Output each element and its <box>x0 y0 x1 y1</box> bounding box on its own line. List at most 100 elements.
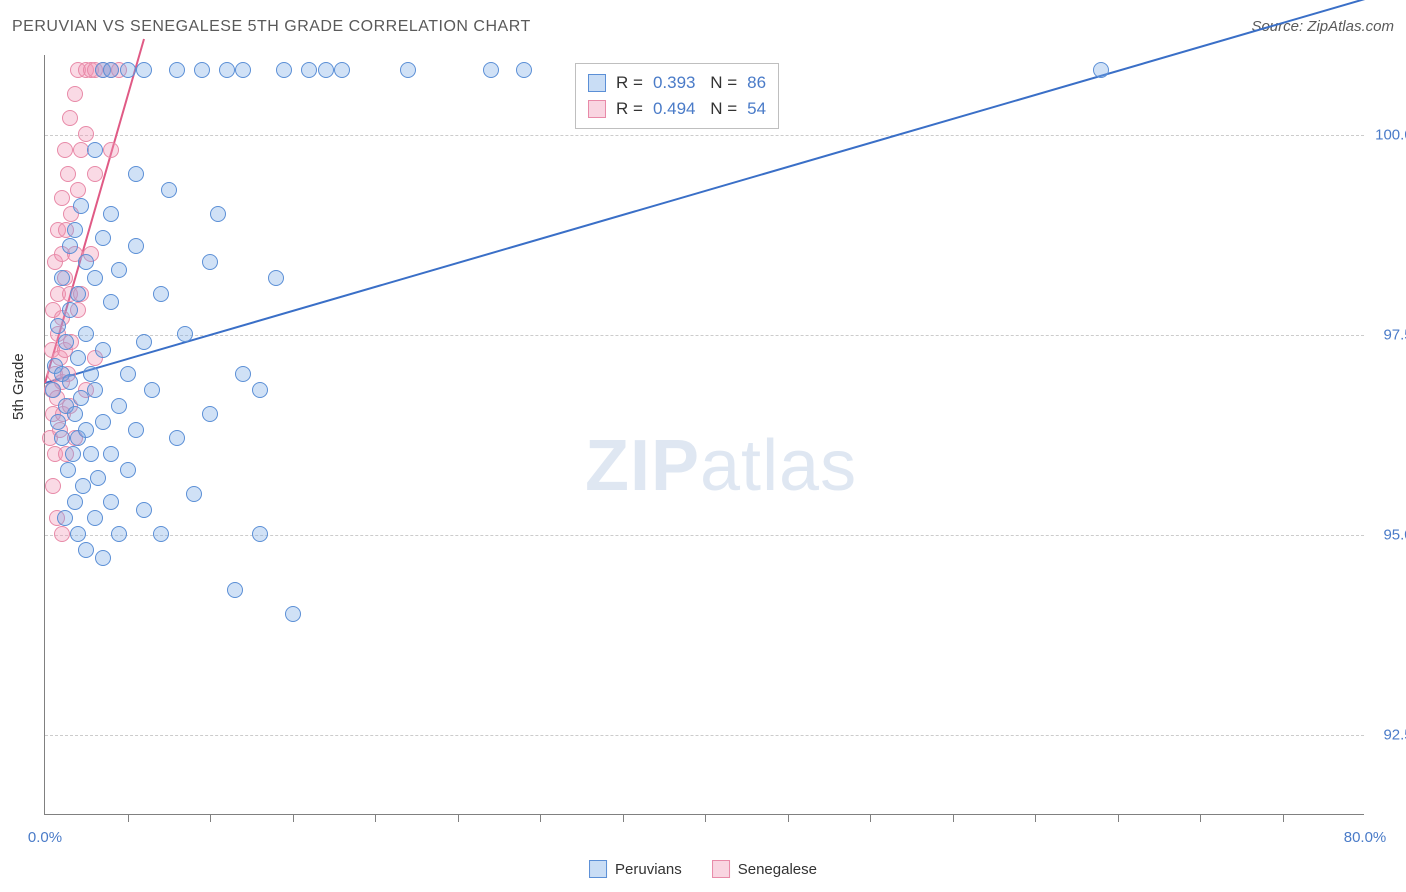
data-point <box>169 62 185 78</box>
legend-item-peruvians: Peruvians <box>589 860 682 878</box>
data-point <box>90 470 106 486</box>
data-point <box>516 62 532 78</box>
data-point <box>103 206 119 222</box>
trend-lines <box>45 55 1365 815</box>
data-point <box>95 550 111 566</box>
data-point <box>62 238 78 254</box>
data-point <box>58 334 74 350</box>
data-point <box>78 422 94 438</box>
x-tick <box>458 814 459 822</box>
data-point <box>285 606 301 622</box>
data-point <box>60 166 76 182</box>
data-point <box>136 334 152 350</box>
data-point <box>57 142 73 158</box>
data-point <box>103 142 119 158</box>
data-point <box>70 350 86 366</box>
data-point <box>301 62 317 78</box>
data-point <box>252 382 268 398</box>
x-tick <box>705 814 706 822</box>
data-point <box>70 526 86 542</box>
data-point <box>268 270 284 286</box>
data-point <box>70 182 86 198</box>
data-point <box>136 62 152 78</box>
chart-header: PERUVIAN VS SENEGALESE 5TH GRADE CORRELA… <box>12 18 1394 36</box>
data-point <box>83 446 99 462</box>
data-point <box>87 142 103 158</box>
data-point <box>45 382 61 398</box>
y-tick-label: 95.0% <box>1371 527 1406 544</box>
data-point <box>67 406 83 422</box>
data-point <box>103 294 119 310</box>
data-point <box>54 190 70 206</box>
data-point <box>186 486 202 502</box>
data-point <box>103 446 119 462</box>
legend-item-senegalese: Senegalese <box>712 860 817 878</box>
data-point <box>54 430 70 446</box>
data-point <box>87 270 103 286</box>
legend-swatch-pink <box>712 860 730 878</box>
data-point <box>235 366 251 382</box>
data-point <box>177 326 193 342</box>
data-point <box>103 494 119 510</box>
data-point <box>194 62 210 78</box>
x-tick <box>293 814 294 822</box>
x-tick <box>540 814 541 822</box>
data-point <box>87 166 103 182</box>
x-tick <box>128 814 129 822</box>
data-point <box>103 62 119 78</box>
data-point <box>120 366 136 382</box>
data-point <box>78 254 94 270</box>
x-tick <box>210 814 211 822</box>
x-tick <box>375 814 376 822</box>
data-point <box>111 526 127 542</box>
data-point <box>78 326 94 342</box>
data-point <box>111 262 127 278</box>
data-point <box>73 198 89 214</box>
data-point <box>120 62 136 78</box>
data-point <box>153 286 169 302</box>
x-tick <box>953 814 954 822</box>
data-point <box>128 238 144 254</box>
x-tick <box>1200 814 1201 822</box>
data-point <box>70 286 86 302</box>
data-point <box>67 222 83 238</box>
x-tick <box>870 814 871 822</box>
data-point <box>128 422 144 438</box>
data-point <box>219 62 235 78</box>
data-point <box>60 462 76 478</box>
y-tick-label: 92.5% <box>1371 727 1406 744</box>
data-point <box>75 478 91 494</box>
data-point <box>153 526 169 542</box>
data-point <box>78 126 94 142</box>
data-point <box>202 406 218 422</box>
data-point <box>95 342 111 358</box>
y-tick-label: 97.5% <box>1371 327 1406 344</box>
data-point <box>318 62 334 78</box>
data-point <box>210 206 226 222</box>
data-point <box>120 462 136 478</box>
data-point <box>202 254 218 270</box>
data-point <box>83 366 99 382</box>
y-tick-label: 100.0% <box>1371 127 1406 144</box>
data-point <box>67 494 83 510</box>
data-point <box>45 478 61 494</box>
data-point <box>252 526 268 542</box>
x-tick <box>623 814 624 822</box>
x-tick <box>1283 814 1284 822</box>
data-point <box>136 502 152 518</box>
x-tick-label: 80.0% <box>1344 829 1387 846</box>
data-point <box>227 582 243 598</box>
data-point <box>57 510 73 526</box>
data-point <box>169 430 185 446</box>
x-tick <box>788 814 789 822</box>
data-point <box>87 510 103 526</box>
data-point <box>62 374 78 390</box>
data-point <box>50 318 66 334</box>
data-point <box>65 446 81 462</box>
data-point <box>50 414 66 430</box>
data-point <box>95 230 111 246</box>
data-point <box>54 526 70 542</box>
y-axis-label: 5th Grade <box>10 353 27 420</box>
data-point <box>67 86 83 102</box>
x-tick <box>1118 814 1119 822</box>
